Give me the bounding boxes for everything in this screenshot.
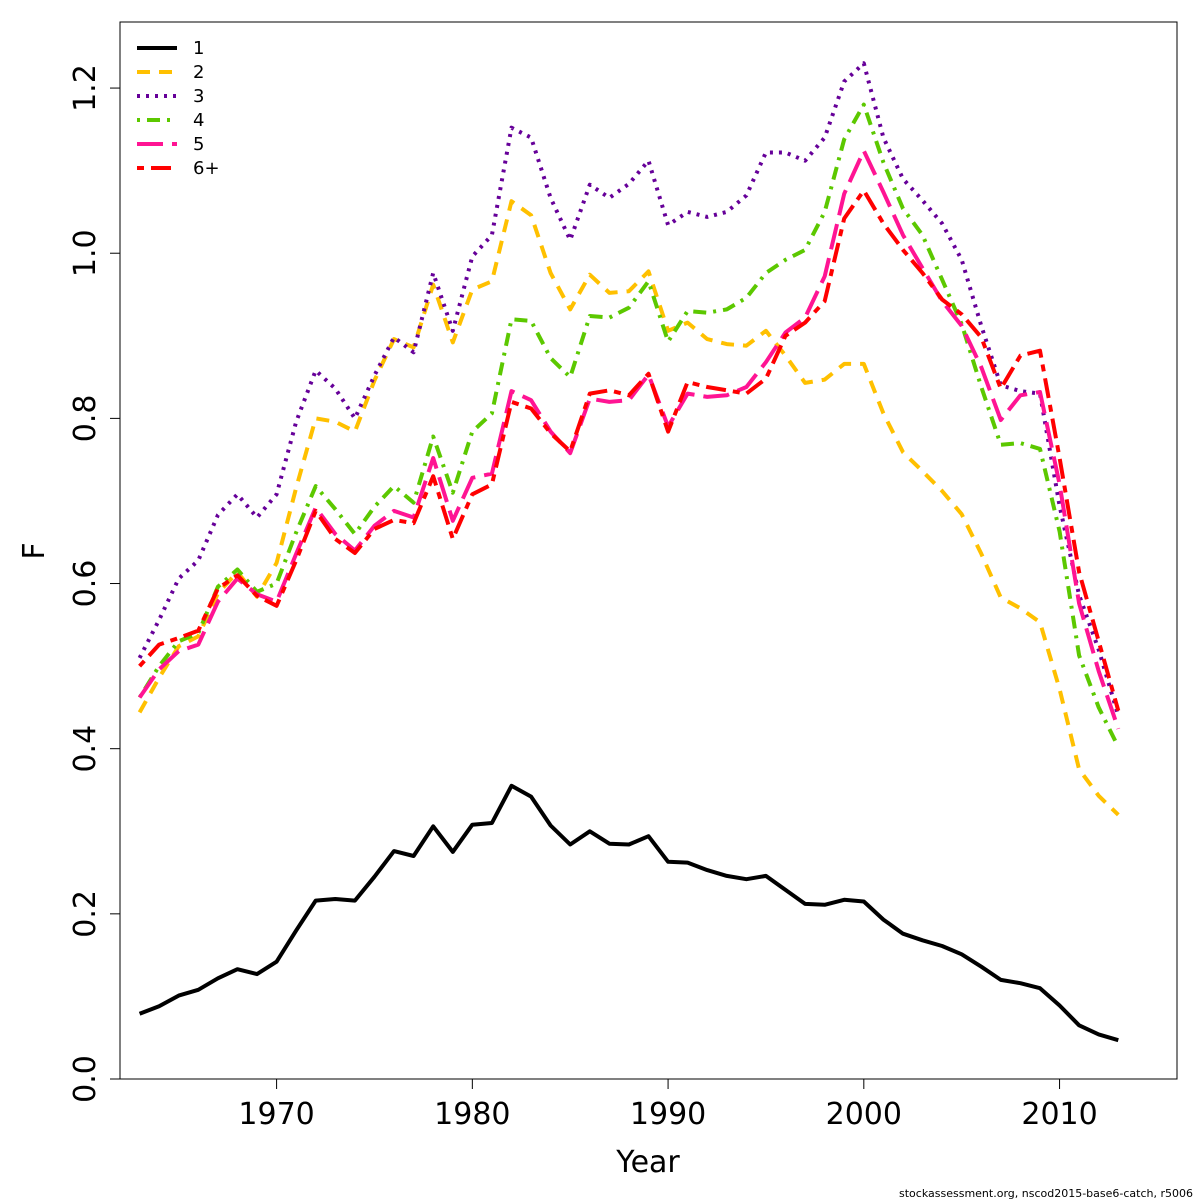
series-line-1 [138, 783, 1119, 1043]
y-tick-label: 1.2 [68, 64, 103, 112]
legend: 1 2 3 4 5 6+ [137, 38, 220, 179]
legend-label: 5 [193, 134, 204, 155]
y-axis: 0.0 0.2 0.4 0.6 0.8 1.0 1.2 [68, 64, 120, 1103]
x-tick-label: 2000 [826, 1097, 902, 1132]
series-line-4 [137, 102, 1121, 748]
x-tick-label: 2010 [1021, 1097, 1097, 1132]
series-line-5 [137, 148, 1121, 730]
series-line-2 [137, 199, 1120, 817]
y-tick-label: 1.0 [68, 229, 103, 277]
x-tick-label: 1990 [630, 1097, 706, 1132]
x-axis: 1970 1980 1990 2000 2010 [238, 1079, 1098, 1132]
y-tick-label: 0.0 [68, 1055, 103, 1103]
legend-label: 1 [193, 38, 204, 59]
series-line-3 [137, 61, 1121, 717]
y-tick-label: 0.8 [68, 395, 103, 443]
legend-label: 6+ [193, 158, 220, 179]
plot-frame [119, 21, 1178, 1080]
x-axis-title: Year [615, 1145, 680, 1180]
series-layer [137, 61, 1121, 1043]
legend-label: 2 [193, 62, 204, 83]
y-tick-label: 0.4 [68, 725, 103, 773]
series-line-6+ [138, 188, 1121, 712]
legend-label: 3 [193, 86, 204, 107]
x-tick-label: 1970 [238, 1097, 314, 1132]
x-tick-label: 1980 [434, 1097, 510, 1132]
y-axis-title: F [17, 542, 52, 559]
y-tick-label: 0.2 [68, 890, 103, 938]
credit-text: stockassessment.org, nscod2015-base6-cat… [899, 1187, 1193, 1200]
y-tick-label: 0.6 [68, 560, 103, 608]
legend-label: 4 [193, 110, 204, 131]
